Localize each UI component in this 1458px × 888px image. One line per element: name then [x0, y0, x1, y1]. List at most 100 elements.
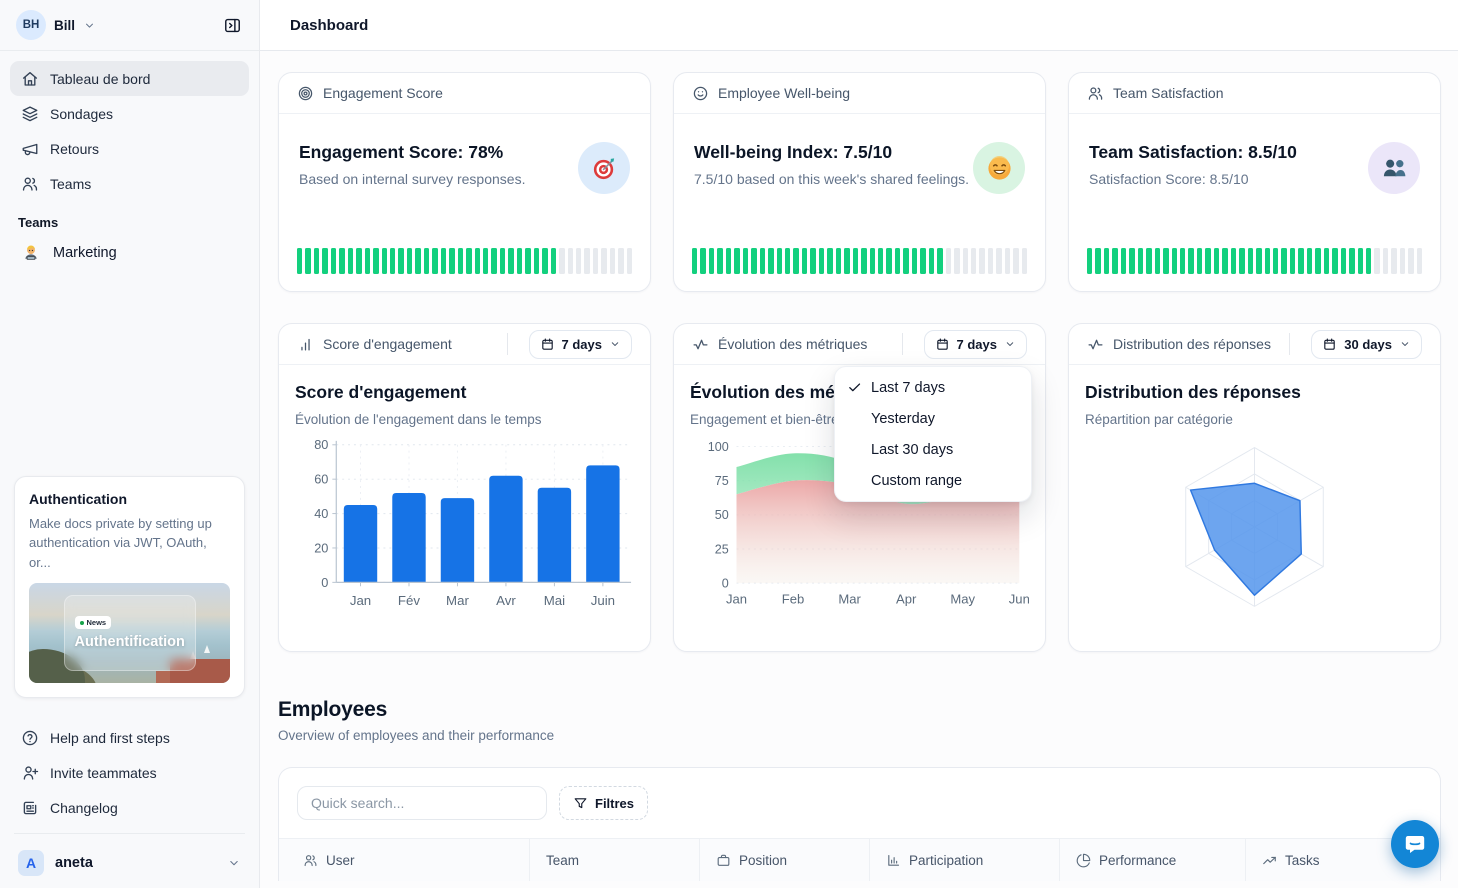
column-header-position[interactable]: Position — [699, 839, 869, 881]
sidebar-header: BH Bill — [0, 0, 259, 51]
date-range-dropdown: Last 7 days Yesterday Last 30 days Custo… — [834, 366, 1032, 502]
sidebar-item-label: Teams — [50, 175, 92, 192]
metrics-area-chart-card: Évolution des métriques 7 days Évolution… — [673, 323, 1046, 652]
users-icon — [1087, 85, 1104, 102]
column-label: Participation — [909, 852, 984, 868]
date-range-button[interactable]: 7 days — [528, 329, 632, 359]
person-technologist-emoji — [21, 243, 41, 263]
progress-bar — [692, 248, 1028, 274]
filters-button[interactable]: Filtres — [559, 786, 649, 820]
smiling-face-emoji — [986, 155, 1013, 182]
dropdown-item-yesterday[interactable]: Yesterday — [835, 403, 1031, 434]
stat-title: Engagement Score: 78% — [299, 142, 504, 162]
dropdown-item-label: Last 30 days — [871, 441, 954, 458]
dropdown-item-label: Yesterday — [871, 410, 935, 427]
sidebar-item-changelog[interactable]: Changelog — [10, 790, 249, 825]
authentication-promo-card[interactable]: Authentication Make docs private by sett… — [14, 475, 245, 698]
busts-emoji — [1381, 155, 1408, 182]
sidebar-item-retours[interactable]: Retours — [10, 131, 249, 166]
team-satisfaction-card: Team Satisfaction Team Satisfaction: 8.5… — [1068, 72, 1441, 292]
svg-text:75: 75 — [715, 474, 729, 488]
svg-text:Mar: Mar — [446, 593, 469, 608]
news-dot-icon — [79, 620, 84, 625]
card-header-label: Distribution des réponses — [1113, 336, 1271, 352]
sidebar-item-marketing[interactable]: Marketing — [10, 236, 249, 270]
chart-subtitle: Évolution de l'engagement dans le temps — [295, 412, 542, 427]
chevron-down-icon — [83, 19, 96, 32]
dropdown-item-custom-range[interactable]: Custom range — [835, 465, 1031, 496]
stat-cards-row: Engagement Score Engagement Score: 78% B… — [278, 72, 1441, 292]
promo-image: News Authentification — [29, 583, 230, 683]
divider — [506, 333, 508, 355]
news-badge-label: News — [86, 618, 107, 627]
activity-icon — [692, 336, 709, 353]
stat-title: Team Satisfaction: 8.5/10 — [1089, 142, 1297, 162]
card-header: Score d'engagement 7 days — [279, 324, 650, 365]
collapse-sidebar-button[interactable] — [217, 10, 247, 40]
engagement-score-card: Engagement Score Engagement Score: 78% B… — [278, 72, 651, 292]
stat-body: Engagement Score: 78% Based on internal … — [279, 114, 650, 194]
svg-text:Fév: Fév — [398, 593, 420, 608]
promo-image-title: Authentification — [74, 634, 185, 650]
chart-title: Score d'engagement — [295, 382, 467, 402]
sidebar: BH Bill Tableau de bord Sondages Retours… — [0, 0, 260, 888]
user-menu[interactable]: Bill — [54, 17, 76, 33]
column-label: Tasks — [1285, 852, 1320, 868]
sidebar-item-label: Tableau de bord — [50, 70, 151, 87]
column-header-tasks[interactable]: Tasks — [1245, 839, 1440, 881]
avatar: BH — [16, 10, 46, 40]
date-range-label: 7 days — [956, 336, 997, 352]
sidebar-item-label: Invite teammates — [50, 764, 157, 781]
sidebar-item-label: Help and first steps — [50, 729, 170, 746]
card-header: Employee Well-being — [674, 73, 1045, 114]
card-header-label: Team Satisfaction — [1113, 85, 1224, 101]
workspace-switcher[interactable]: A aneta — [10, 842, 249, 888]
engagement-bar-chart-card: Score d'engagement 7 days Score d'engage… — [278, 323, 651, 652]
team-item-label: Marketing — [53, 245, 117, 261]
responses-radar-chart-card: Distribution des réponses 30 days Distri… — [1068, 323, 1441, 652]
svg-text:Mai: Mai — [544, 593, 565, 608]
promo-title: Authentication — [29, 490, 127, 507]
teams-section-label: Teams — [18, 215, 59, 230]
chart-body: Score d'engagement Évolution de l'engage… — [279, 365, 650, 631]
search-input[interactable] — [297, 786, 547, 820]
svg-text:Jan: Jan — [726, 591, 747, 606]
employees-subtitle: Overview of employees and their performa… — [278, 728, 555, 743]
column-label: Performance — [1099, 852, 1177, 868]
bar-chart-axis-icon — [886, 853, 901, 868]
users-icon — [21, 175, 39, 193]
table-header-row: User Team Position Participation Perform… — [279, 838, 1440, 881]
users-icon — [303, 853, 318, 868]
panel-collapse-icon — [223, 16, 242, 35]
sidebar-item-tableau-de-bord[interactable]: Tableau de bord — [10, 61, 249, 96]
sidebar-item-invite-teammates[interactable]: Invite teammates — [10, 755, 249, 790]
column-header-user[interactable]: User — [279, 839, 529, 881]
svg-text:0: 0 — [722, 576, 729, 590]
column-header-team[interactable]: Team — [529, 839, 699, 881]
sidebar-item-help[interactable]: Help and first steps — [10, 720, 249, 755]
svg-text:Jan: Jan — [350, 593, 371, 608]
dropdown-item-last-30-days[interactable]: Last 30 days — [835, 434, 1031, 465]
sidebar-item-sondages[interactable]: Sondages — [10, 96, 249, 131]
calendar-icon — [540, 337, 555, 352]
sidebar-item-label: Changelog — [50, 799, 118, 816]
column-header-performance[interactable]: Performance — [1059, 839, 1245, 881]
user-plus-icon — [21, 764, 39, 782]
date-range-button[interactable]: 30 days — [1311, 329, 1422, 359]
stat-subtitle: Based on internal survey responses. — [299, 171, 526, 187]
progress-bar — [1087, 248, 1423, 274]
dropdown-item-last-7-days[interactable]: Last 7 days — [835, 372, 1031, 403]
chart-cards-row: Score d'engagement 7 days Score d'engage… — [278, 323, 1441, 652]
activity-icon — [1087, 336, 1104, 353]
chart-body: Distribution des réponses Répartition pa… — [1069, 365, 1440, 622]
card-header: Distribution des réponses 30 days — [1069, 324, 1440, 365]
sidebar-item-teams[interactable]: Teams — [10, 166, 249, 201]
column-header-participation[interactable]: Participation — [869, 839, 1059, 881]
check-icon — [847, 380, 862, 395]
chart-subtitle: Répartition par catégorie — [1085, 412, 1233, 427]
date-range-button[interactable]: 7 days — [923, 329, 1027, 359]
stat-badge — [973, 142, 1025, 194]
news-badge: News — [74, 616, 112, 629]
chat-launcher-button[interactable] — [1391, 820, 1439, 868]
chevron-down-icon — [227, 856, 241, 870]
